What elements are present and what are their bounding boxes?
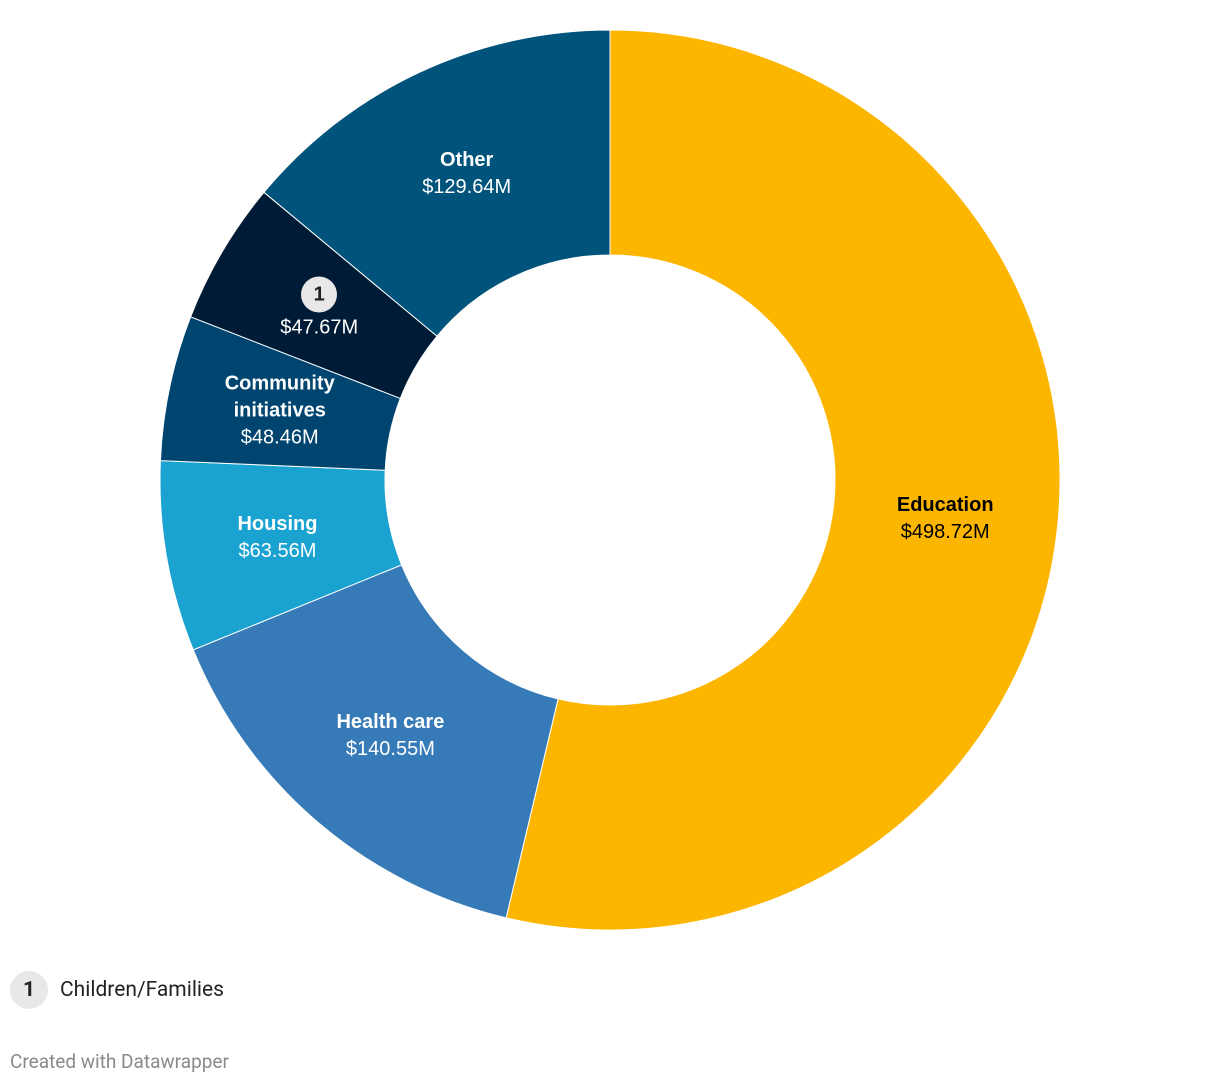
category-label: Education <box>896 494 994 517</box>
slice <box>192 564 559 919</box>
category-label: Health care <box>336 711 445 734</box>
slice-label: Education $498.72M <box>875 492 1015 546</box>
credit: Created with Datawrapper <box>10 1050 229 1073</box>
category-label: Community initiatives <box>224 372 335 422</box>
value-label: $129.64M <box>422 176 512 199</box>
slice-label: Community initiatives $48.46M <box>210 370 350 451</box>
donut <box>159 29 1061 931</box>
value-label: $140.55M <box>345 738 435 761</box>
value-label: $48.46M <box>240 426 319 449</box>
footnote: 1 Children/Families <box>10 971 224 1009</box>
category-label: 1 <box>301 276 338 313</box>
slice <box>505 29 1061 931</box>
value-label: $63.56M <box>238 539 317 562</box>
category-label: Housing <box>237 512 318 535</box>
footnote-marker: 1 <box>10 971 48 1009</box>
category-label: Other <box>440 149 494 172</box>
slice <box>263 29 611 337</box>
slice-label: Other $129.64M <box>397 147 537 201</box>
slice-label: Housing $63.56M <box>207 511 347 565</box>
footnote-text: Children/Families <box>60 978 225 1002</box>
value-label: $498.72M <box>900 521 990 544</box>
slice-label: Health care $140.55M <box>320 709 460 763</box>
value-label: $47.67M <box>280 316 359 339</box>
slice-label: 1 $47.67M <box>249 276 389 341</box>
